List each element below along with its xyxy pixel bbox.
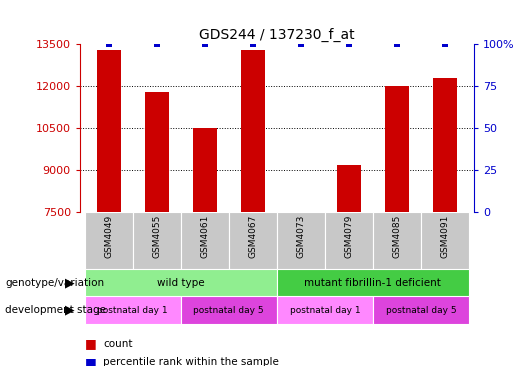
Bar <box>84 269 277 296</box>
Point <box>441 41 449 47</box>
Title: GDS244 / 137230_f_at: GDS244 / 137230_f_at <box>199 27 355 41</box>
Bar <box>241 49 265 366</box>
Point <box>345 41 353 47</box>
Bar <box>133 212 181 269</box>
Text: postnatal day 1: postnatal day 1 <box>289 306 360 315</box>
Text: GSM4079: GSM4079 <box>345 215 353 258</box>
Bar <box>421 212 469 269</box>
Bar <box>277 269 469 296</box>
Text: ▶: ▶ <box>65 276 75 289</box>
Text: count: count <box>103 339 132 349</box>
Bar <box>97 49 121 366</box>
Text: GSM4085: GSM4085 <box>392 215 401 258</box>
Text: development stage: development stage <box>5 305 106 315</box>
Point <box>201 41 209 47</box>
Text: GSM4061: GSM4061 <box>200 215 209 258</box>
Point <box>393 41 401 47</box>
Text: GSM4073: GSM4073 <box>296 215 305 258</box>
Bar <box>229 212 277 269</box>
Text: GSM4049: GSM4049 <box>104 215 113 258</box>
Bar <box>373 212 421 269</box>
Text: GSM4055: GSM4055 <box>152 215 161 258</box>
Bar <box>181 212 229 269</box>
Text: ▶: ▶ <box>65 304 75 317</box>
Text: genotype/variation: genotype/variation <box>5 278 104 288</box>
Bar <box>181 296 277 324</box>
Text: ■: ■ <box>85 337 97 351</box>
Text: GSM4067: GSM4067 <box>248 215 258 258</box>
Bar <box>84 212 133 269</box>
Text: mutant fibrillin-1 deficient: mutant fibrillin-1 deficient <box>304 278 441 288</box>
Bar <box>145 92 169 366</box>
Text: postnatal day 1: postnatal day 1 <box>97 306 168 315</box>
Bar <box>325 212 373 269</box>
Bar <box>84 296 181 324</box>
Bar <box>289 212 313 366</box>
Point <box>105 41 113 47</box>
Bar <box>337 165 361 366</box>
Text: wild type: wild type <box>157 278 204 288</box>
Point <box>249 41 257 47</box>
Text: GSM4091: GSM4091 <box>440 215 450 258</box>
Point <box>152 41 161 47</box>
Text: postnatal day 5: postnatal day 5 <box>194 306 264 315</box>
Bar <box>277 296 373 324</box>
Bar <box>433 78 457 366</box>
Bar <box>277 212 325 269</box>
Bar <box>385 86 409 366</box>
Text: ■: ■ <box>85 356 97 366</box>
Text: postnatal day 5: postnatal day 5 <box>386 306 456 315</box>
Point <box>297 41 305 47</box>
Bar <box>373 296 469 324</box>
Text: percentile rank within the sample: percentile rank within the sample <box>103 357 279 366</box>
Bar <box>193 128 217 366</box>
